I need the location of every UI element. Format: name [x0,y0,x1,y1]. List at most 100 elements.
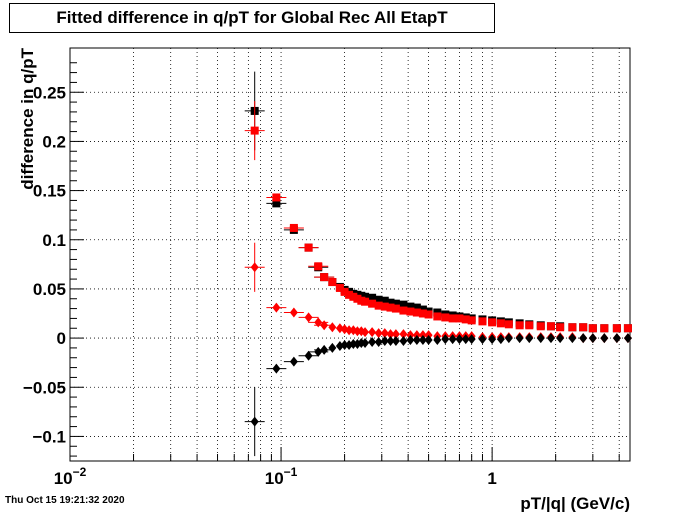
data-marker-diamond [525,333,534,344]
data-marker-diamond [345,325,354,336]
data-marker-square [304,243,313,252]
data-marker-diamond [304,312,313,323]
data-marker-square [418,309,427,318]
data-marker-square [380,302,389,311]
y-tick-label: 0.1 [42,231,66,250]
data-marker-square [612,324,621,333]
data-marker-square [399,300,408,309]
data-marker-diamond [289,307,298,318]
data-marker-square [320,273,329,282]
data-marker-square [386,298,395,307]
grid [69,48,630,461]
data-marker-diamond [349,338,358,349]
data-marker-diamond [600,333,609,344]
data-marker-diamond [314,346,323,357]
data-marker-square [515,321,524,330]
data-marker-square [568,323,577,332]
data-marker-square [368,299,377,308]
data-marker-diamond [488,334,497,345]
data-marker-diamond [374,328,383,339]
y-tick-label: 0 [57,329,66,348]
data-marker-diamond [568,333,577,344]
data-marker-diamond [368,337,377,348]
data-marker-diamond [433,335,442,346]
data-marker-diamond [418,335,427,346]
data-marker-square [412,308,421,317]
data-marker-square [391,304,400,313]
data-marker-diamond [361,338,370,348]
x-tick-label: 10−1 [265,465,298,488]
data-marker-square [412,303,421,312]
data-marker-diamond [374,337,383,348]
data-marker-diamond [328,322,337,333]
data-marker-diamond [441,334,450,345]
data-marker-diamond [391,329,400,340]
data-marker-diamond [556,333,565,344]
data-marker-square [433,312,442,321]
data-marker-square [496,319,505,328]
data-marker-square [345,290,354,299]
data-marker-square [455,314,464,323]
data-marker-diamond [455,334,464,345]
data-marker-diamond [320,320,329,331]
axes: −0.1 −0.05 0 0.05 0.1 0.15 0.2 0.25 10−2 10−1 1 [23,62,620,488]
data-marker-diamond [496,334,505,345]
data-marker-diamond [328,342,337,353]
data-marker-square [525,321,534,330]
y-tick-label: −0.05 [23,378,66,397]
data-marker-diamond [461,334,470,345]
data-marker-square [272,199,281,208]
x-tick-label: 1 [487,469,496,488]
y-axis-title: difference in q/pT [18,47,37,189]
data-marker-diamond [386,329,395,340]
data-marker-square [289,223,298,232]
data-marker-diamond [380,328,389,339]
data-marker-diamond [623,333,632,344]
data-marker-diamond [250,416,259,427]
data-marker-diamond [612,333,621,344]
data-marker-diamond [320,344,329,355]
data-marker-diamond [399,329,408,340]
data-marker-diamond [412,335,421,346]
data-marker-square [368,293,377,302]
data-marker-square [488,318,497,327]
data-marker-square [340,287,349,296]
data-marker-square [441,313,450,322]
y-tick-label: 0.05 [33,280,66,299]
data-marker-square [380,296,389,305]
data-marker-diamond [361,327,370,338]
y-tick-label: 0.2 [42,132,66,151]
data-points [244,71,632,457]
data-marker-square [250,126,259,135]
y-tick-label: −0.1 [32,427,66,446]
data-marker-square [272,193,281,202]
data-marker-square [588,324,597,333]
data-marker-diamond [272,302,281,313]
data-marker-square [374,295,383,304]
data-marker-square [467,316,476,325]
data-marker-diamond [368,327,377,338]
data-marker-square [600,324,609,333]
data-marker-diamond [386,336,395,347]
data-marker-diamond [504,333,513,344]
data-marker-square [504,320,513,329]
data-marker-diamond [588,333,597,344]
data-marker-square [328,278,337,287]
data-marker-square [374,301,383,310]
data-marker-diamond [515,333,524,344]
data-marker-square [623,324,632,333]
data-marker-diamond [380,336,389,347]
y-tick-label: 0.25 [33,83,66,102]
data-marker-diamond [304,350,313,361]
data-marker-square [406,302,415,311]
x-axis-title: pT/|q| (GeV/c) [520,494,630,512]
data-marker-square [556,323,565,332]
data-marker-square [349,292,358,301]
data-marker-square [399,306,408,315]
x-tick-label: 10−2 [54,465,87,488]
plot-frame [69,47,631,462]
data-marker-square [406,307,415,316]
data-marker-diamond [406,335,415,346]
data-marker-square [424,310,433,319]
